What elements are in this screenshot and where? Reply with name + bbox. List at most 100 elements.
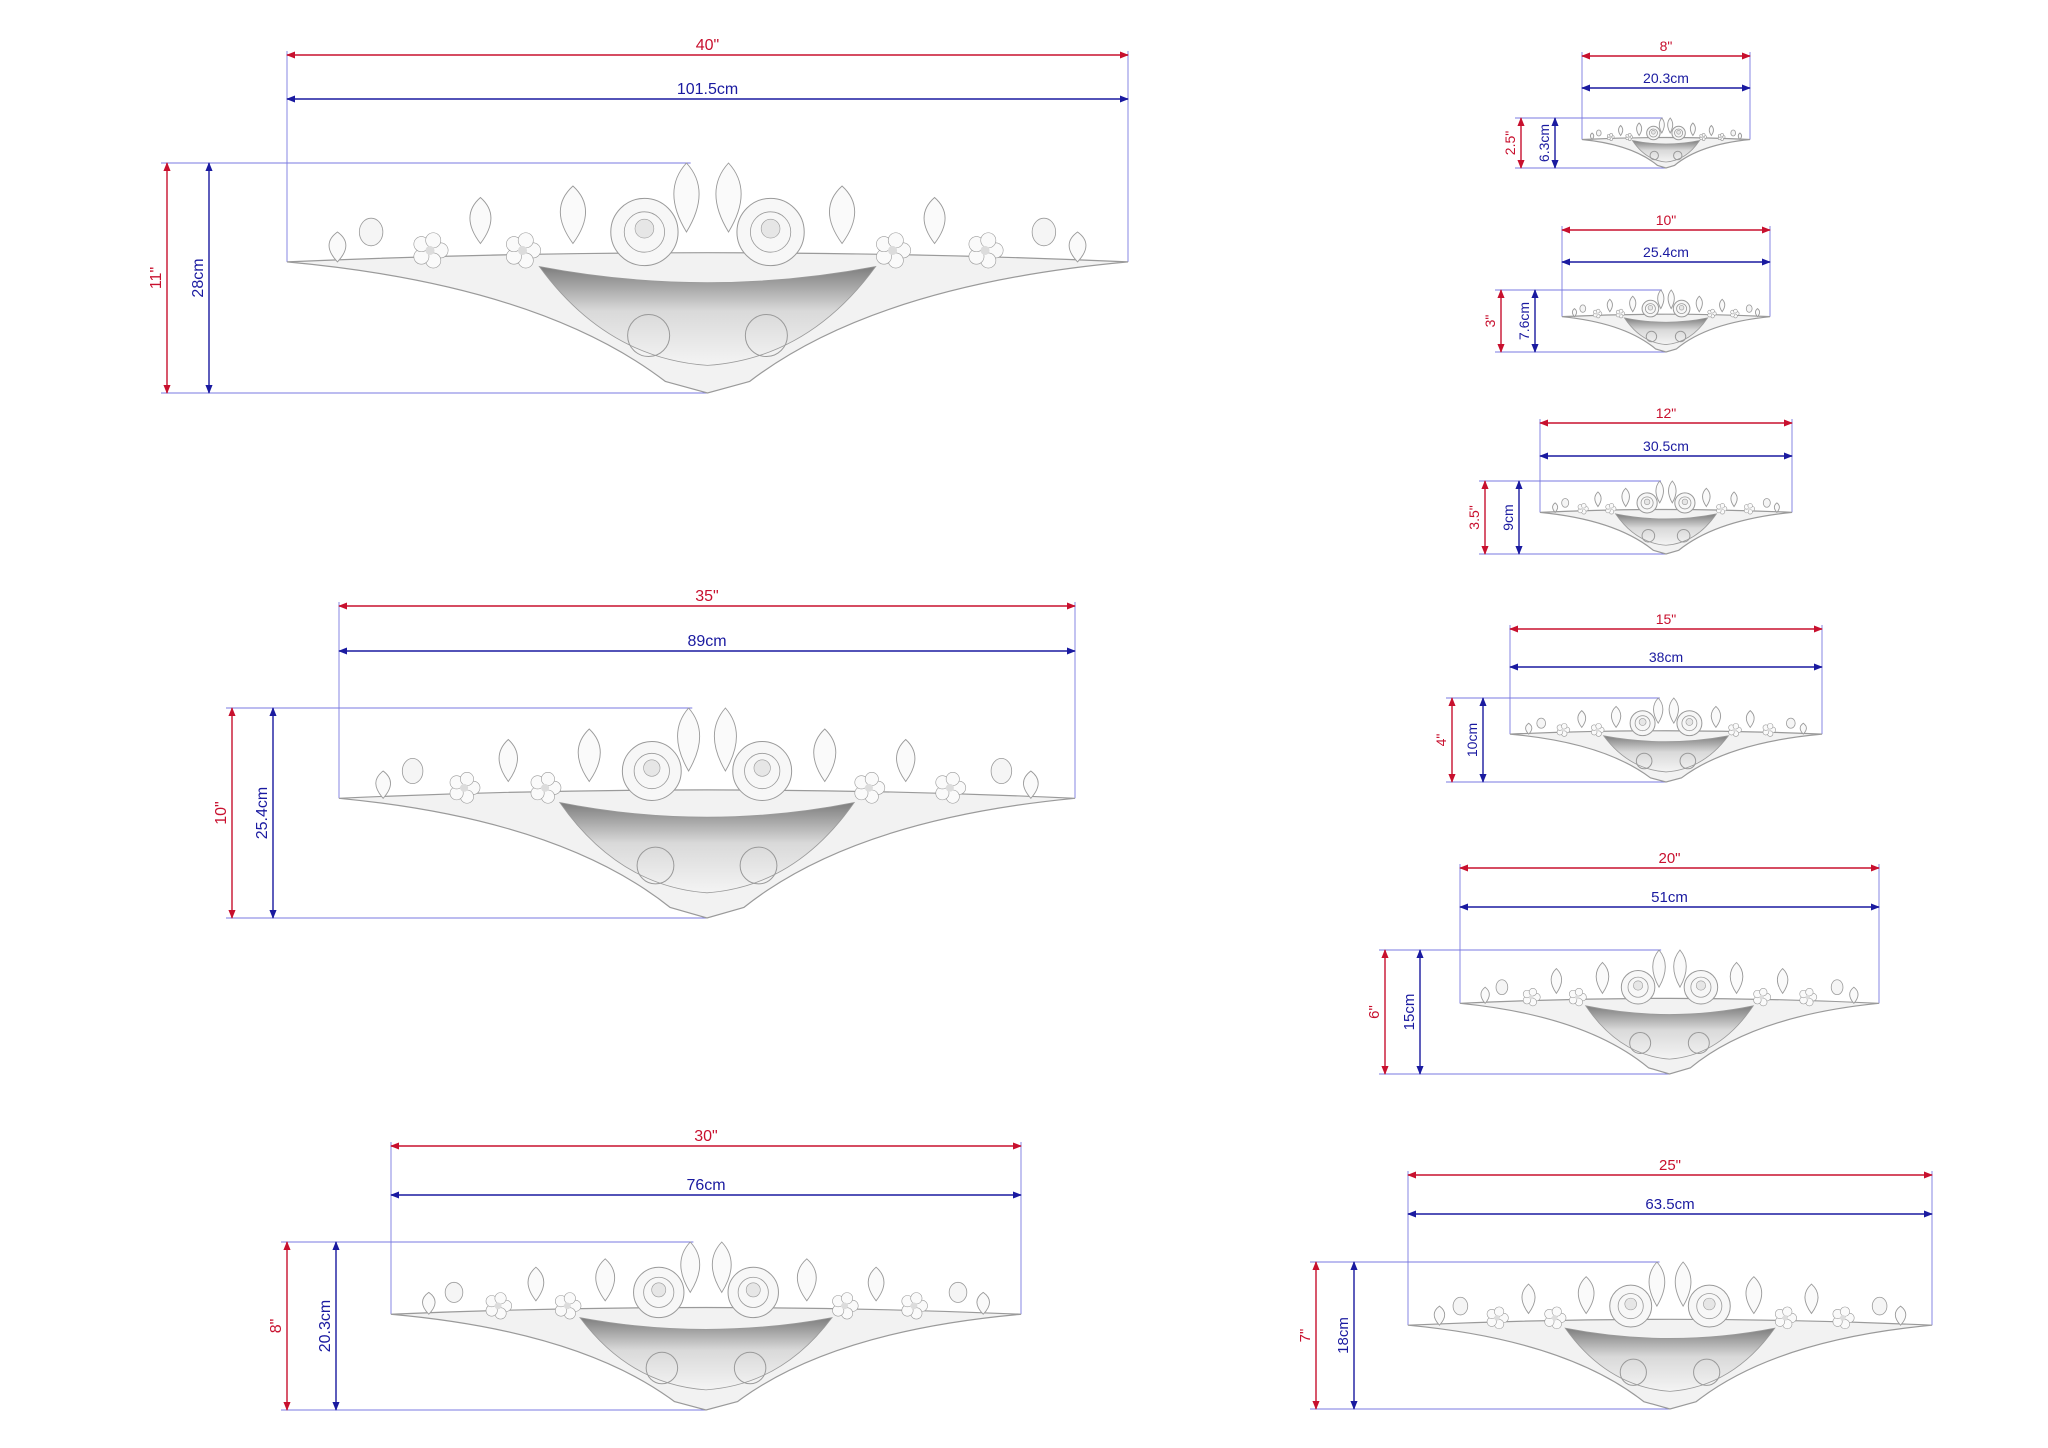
acanthus-leaf <box>375 770 391 799</box>
scroll-curl <box>744 313 788 358</box>
height-inch-label: 3.5" <box>1466 505 1482 529</box>
acanthus-leaf <box>796 1258 817 1302</box>
acanthus-leaf <box>1550 967 1563 995</box>
acanthus-leaf <box>1702 487 1711 508</box>
acanthus-leaf <box>1668 697 1679 725</box>
scroll-curl <box>733 1351 767 1385</box>
daisy-carving <box>854 772 886 804</box>
acanthus-leaf <box>1776 967 1789 995</box>
rosebud-carving <box>1452 1296 1469 1316</box>
ornament-piece <box>286 162 1129 394</box>
height-inch-label: 2.5" <box>1502 131 1518 155</box>
scroll-curl <box>1645 330 1658 343</box>
acanthus-leaf <box>1667 289 1675 310</box>
rosebud-carving <box>1536 717 1546 729</box>
shell-bowl <box>1584 1005 1755 1060</box>
width-inch-label: 30" <box>694 1128 717 1145</box>
scroll-curl <box>636 846 675 885</box>
scroll-curl <box>1629 1032 1652 1054</box>
rose-carving <box>736 197 805 267</box>
acanthus-leaf <box>1667 117 1674 134</box>
rose-carving <box>1629 710 1656 737</box>
daisy-carving <box>1486 1306 1509 1330</box>
shell-bowl <box>1623 317 1709 345</box>
acanthus-leaf <box>923 196 946 245</box>
scroll-curl <box>1641 528 1656 543</box>
ornament-dimension-group: 35" 89cm 10" 25.4cm <box>213 588 1076 919</box>
daisy-carving <box>1707 308 1717 319</box>
acanthus-leaf <box>1708 124 1714 137</box>
acanthus-leaf <box>867 1266 885 1302</box>
rose-carving <box>1683 969 1719 1005</box>
rose-carving <box>633 1266 685 1319</box>
daisy-carving <box>832 1292 859 1320</box>
daisy-carving <box>1568 988 1587 1007</box>
width-cm-label: 76cm <box>686 1177 725 1194</box>
rose-carving <box>1672 299 1691 318</box>
height-cm-label: 9cm <box>1500 504 1516 530</box>
daisy-carving <box>1556 723 1571 737</box>
shell-bowl <box>538 265 877 366</box>
acanthus-leaf <box>1799 722 1807 735</box>
ornament-dimension-group: 10" 25.4cm 3" 7.6cm <box>1482 212 1771 353</box>
width-cm-label: 20.3cm <box>1643 70 1689 86</box>
shell-bowl <box>1602 735 1730 773</box>
ornament-dimension-group: 15" 38cm 4" 10cm <box>1433 611 1823 783</box>
daisy-carving <box>485 1292 513 1320</box>
width-inch-label: 12" <box>1656 405 1677 421</box>
daisy-carving <box>1699 133 1707 141</box>
daisy-carving <box>935 772 967 804</box>
acanthus-leaf <box>677 707 700 772</box>
rose-carving <box>610 197 679 267</box>
width-cm-label: 25.4cm <box>1643 244 1689 260</box>
ornament-piece <box>338 707 1076 919</box>
rosebud-carving <box>1561 498 1570 508</box>
height-inch-label: 10" <box>213 801 230 824</box>
acanthus-leaf <box>577 728 601 783</box>
ornament-dimension-group: 25" 63.5cm 7" 18cm <box>1297 1157 1933 1410</box>
acanthus-leaf <box>711 1241 732 1294</box>
rose-carving <box>1609 1284 1653 1328</box>
rosebud-carving <box>1871 1296 1888 1316</box>
daisy-carving <box>1744 503 1755 515</box>
height-cm-label: 25.4cm <box>254 787 271 839</box>
acanthus-leaf <box>680 1241 701 1294</box>
scroll-curl <box>627 313 671 358</box>
daisy-carving <box>1605 503 1617 515</box>
acanthus-leaf <box>1849 986 1859 1005</box>
shell-bowl <box>1614 513 1718 546</box>
daisy-carving <box>555 1292 582 1320</box>
acanthus-leaf <box>1433 1305 1446 1326</box>
acanthus-leaf <box>1577 1276 1595 1315</box>
acanthus-leaf <box>896 738 916 783</box>
daisy-carving <box>1716 503 1728 515</box>
daisy-carving <box>1799 988 1818 1007</box>
rose-carving <box>1646 125 1661 141</box>
ornament-dimension-group: 40" 101.5cm 11" 28cm <box>148 37 1129 394</box>
acanthus-leaf <box>714 707 737 772</box>
scroll-curl <box>1619 1358 1647 1386</box>
acanthus-leaf <box>1606 298 1613 313</box>
height-cm-label: 6.3cm <box>1536 124 1552 162</box>
height-cm-label: 7.6cm <box>1516 302 1532 340</box>
scroll-curl <box>1679 752 1697 770</box>
height-cm-label: 28cm <box>190 258 207 297</box>
ornament-piece <box>1581 117 1751 169</box>
daisy-carving <box>1615 308 1626 319</box>
daisy-carving <box>1832 1306 1855 1330</box>
width-inch-label: 8" <box>1660 38 1673 54</box>
acanthus-leaf <box>1730 491 1738 508</box>
width-cm-label: 51cm <box>1651 889 1688 906</box>
shell-bowl <box>1631 139 1701 163</box>
ornament-piece <box>1509 697 1823 783</box>
rosebud-carving <box>1596 129 1602 137</box>
ornament-piece <box>1561 289 1771 353</box>
scroll-curl <box>1649 150 1659 161</box>
rose-carving <box>1636 492 1658 514</box>
daisy-carving <box>449 772 481 804</box>
rosebud-carving <box>1495 979 1509 996</box>
width-inch-label: 10" <box>1656 212 1677 228</box>
scroll-curl <box>645 1351 679 1385</box>
acanthus-leaf <box>1674 1261 1692 1307</box>
